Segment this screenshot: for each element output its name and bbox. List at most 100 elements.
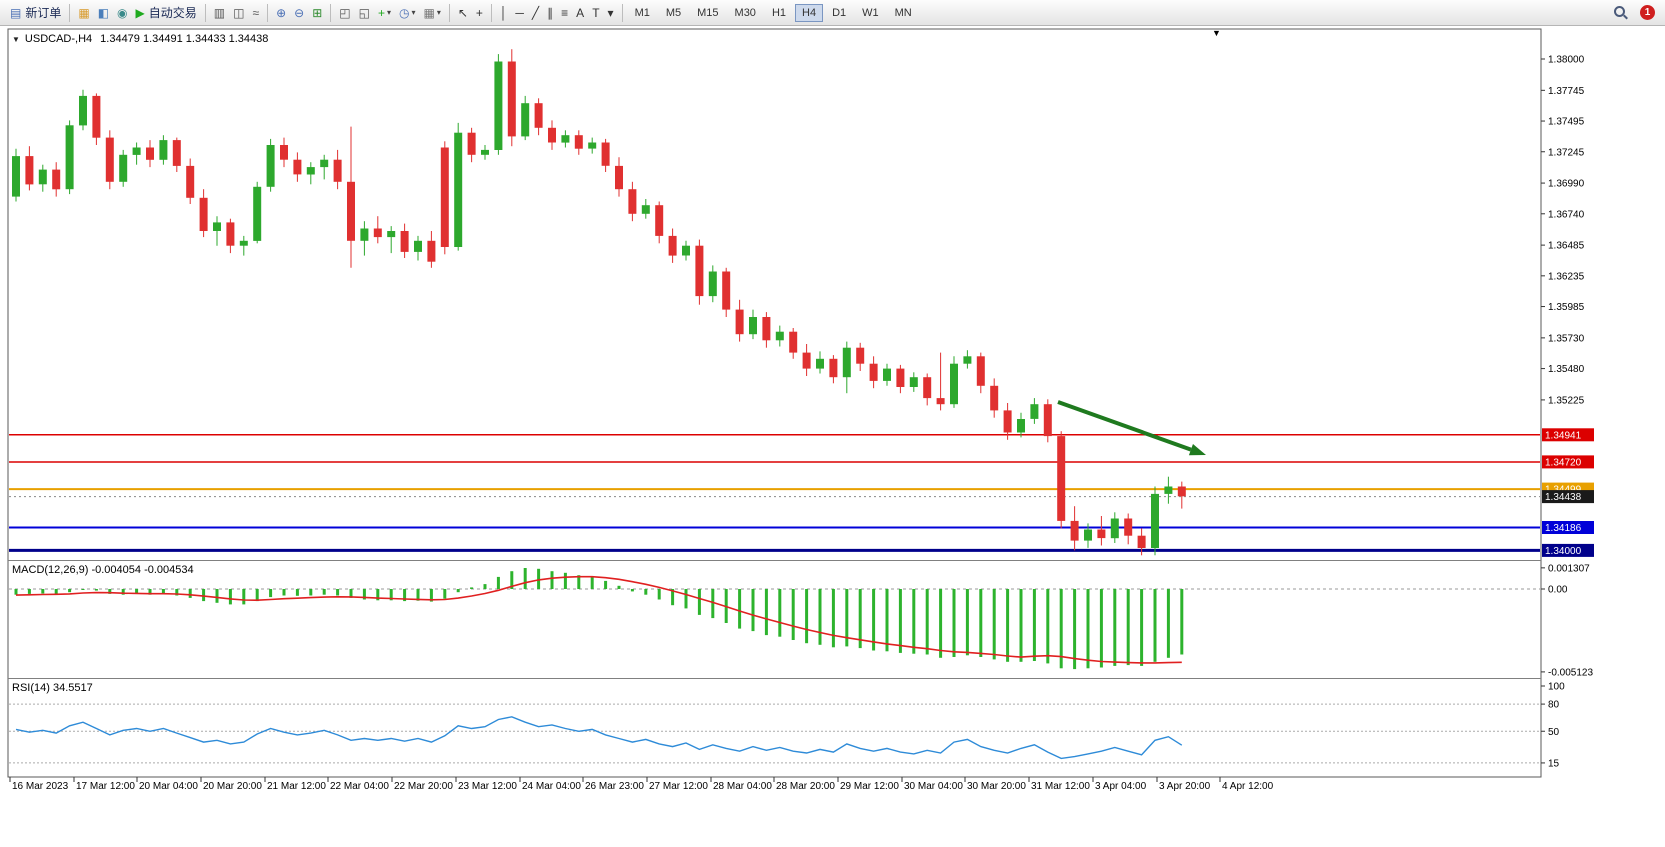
macd-bar [764, 589, 768, 636]
trendline-button[interactable]: ╱ [528, 5, 543, 21]
bull-candle [1151, 493, 1159, 548]
bear-candle [1043, 404, 1052, 437]
macd-bar [550, 571, 554, 589]
arrange-horizontal-button[interactable]: ◰ [335, 5, 354, 21]
price-tick-label: 1.37495 [1548, 117, 1585, 128]
chart-symbol: USDCAD-,H4 [24, 33, 93, 45]
crosshair-button[interactable]: + [472, 5, 487, 21]
text-icon: A [576, 5, 585, 20]
horizontal-line-icon: ─ [515, 5, 524, 20]
macd-bar [429, 589, 433, 602]
timeframe-d1-button[interactable]: D1 [832, 6, 847, 19]
shapes-button[interactable]: ▾ [604, 5, 618, 21]
search-button[interactable] [1609, 3, 1632, 22]
bear-candle [869, 363, 878, 381]
bear-candle [373, 228, 382, 238]
add-indicator-button[interactable]: + ▾ [374, 5, 395, 21]
macd-bar [27, 589, 31, 594]
time-tick-label: 20 Mar 20:00 [203, 781, 262, 792]
auto-trading-button[interactable]: ▶ 自动交易 [132, 2, 201, 23]
bar-chart-mode-button[interactable]: ▥ [210, 5, 229, 21]
bull-candle [749, 317, 757, 335]
macd-bar [94, 589, 98, 591]
bull-candle [320, 159, 329, 168]
price-tick-label: 1.35480 [1548, 364, 1585, 375]
zoom-in-icon: ⊕ [276, 5, 287, 20]
bull-candle [883, 368, 891, 381]
bear-candle [802, 352, 811, 369]
bear-candle [1057, 436, 1066, 521]
macd-bar [577, 575, 581, 589]
zoom-out-icon: ⊖ [294, 5, 305, 20]
headset-button[interactable]: ◉ [113, 5, 131, 21]
bear-candle [856, 347, 865, 364]
timeframe-w1-button[interactable]: W1 [862, 6, 879, 19]
zoom-out-button[interactable]: ⊖ [290, 5, 308, 21]
macd-bar [483, 584, 487, 589]
macd-bar [711, 589, 715, 619]
chart-shift-marker[interactable]: ▼ [1212, 28, 1221, 38]
time-tick-label: 30 Mar 04:00 [904, 781, 963, 792]
price-tick-label: 1.36990 [1548, 179, 1585, 190]
market-watch-icon: ◧ [97, 5, 110, 20]
template-button[interactable]: ▦ ▾ [419, 5, 444, 21]
macd-bar [470, 587, 474, 589]
macd-bar [416, 589, 420, 601]
collapse-panel-icon[interactable]: ▼ [12, 35, 20, 44]
macd-bar [242, 589, 246, 605]
timeframe-mn-button[interactable]: MN [894, 6, 912, 19]
bear-candle [92, 95, 101, 138]
bear-candle [534, 103, 543, 128]
macd-bar [456, 589, 460, 593]
macd-indicator-label: MACD(12,26,9) -0.004054 -0.004534 [12, 564, 194, 576]
svg-text:1.34438: 1.34438 [1545, 492, 1582, 503]
time-tick-label: 31 Mar 12:00 [1031, 781, 1090, 792]
new-order-button[interactable]: ▤ 新订单 [6, 2, 65, 23]
toolbar-separator [69, 3, 71, 22]
fibonacci-icon: ≡ [561, 5, 569, 20]
macd-bar [791, 589, 795, 640]
macd-bar [858, 589, 862, 649]
tile-windows-icon: ⊞ [312, 5, 323, 20]
notification-badge[interactable]: 1 [1640, 5, 1655, 20]
vertical-line-button[interactable]: │ [496, 5, 512, 21]
zoom-in-button[interactable]: ⊕ [272, 5, 290, 21]
timeframe-m5-button[interactable]: M5 [665, 6, 682, 19]
period-button[interactable]: ◷ ▾ [395, 5, 420, 21]
timeframe-h4-button[interactable]: H4 [795, 3, 824, 22]
macd-bar [644, 589, 648, 595]
bear-candle [333, 159, 342, 182]
toolbox-button[interactable]: ▦ [74, 5, 93, 21]
fibonacci-button[interactable]: ≡ [557, 5, 572, 21]
market-watch-button[interactable]: ◧ [94, 5, 113, 21]
toolbar-separator [204, 3, 206, 22]
time-tick-label: 3 Apr 20:00 [1159, 781, 1211, 792]
macd-bar [161, 589, 165, 594]
bull-candle [38, 169, 47, 185]
cursor-button[interactable]: ↖ [454, 5, 472, 21]
channel-button[interactable]: ∥ [543, 5, 557, 21]
time-tick-label: 29 Mar 12:00 [840, 781, 899, 792]
label-button[interactable]: T [588, 5, 603, 21]
price-tick-label: 1.36740 [1548, 209, 1585, 220]
trend-arrow-shaft[interactable] [1057, 400, 1192, 452]
timeframe-m15-button[interactable]: M15 [697, 6, 719, 19]
arrange-vertical-button[interactable]: ◱ [355, 5, 374, 21]
line-chart-mode-button[interactable]: ≈ [248, 5, 263, 21]
bull-candle [119, 154, 128, 182]
macd-bar [14, 589, 18, 595]
timeframe-m30-button[interactable]: M30 [734, 6, 756, 19]
horizontal-line-button[interactable]: ─ [511, 5, 528, 21]
macd-bar [54, 589, 58, 595]
text-button[interactable]: A [572, 5, 588, 21]
timeframe-m1-button[interactable]: M1 [634, 6, 650, 19]
bull-candle [1084, 529, 1092, 541]
macd-bar [845, 589, 849, 647]
svg-text:1.34000: 1.34000 [1545, 546, 1582, 557]
tile-windows-button[interactable]: ⊞ [308, 5, 326, 21]
timeframe-h1-button[interactable]: H1 [771, 6, 786, 19]
candlestick-mode-button[interactable]: ◫ [229, 5, 248, 21]
bull-candle [12, 156, 20, 197]
